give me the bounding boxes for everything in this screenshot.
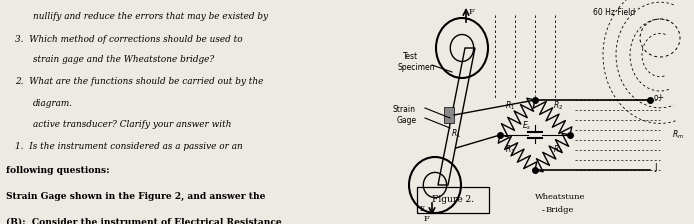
Text: nullify and reduce the errors that may be existed by: nullify and reduce the errors that may b… [33,12,269,21]
Text: Figure 2.: Figure 2. [432,196,474,205]
Text: $R_2$: $R_2$ [553,99,563,112]
Text: $E_s$: $E_s$ [522,119,532,131]
Text: J: J [654,162,657,172]
Text: 2.  What are the functions should be carried out by the: 2. What are the functions should be carr… [15,77,264,86]
Text: $R_1$: $R_1$ [451,127,462,140]
Text: 3.  Which method of corrections should be used to: 3. Which method of corrections should be… [15,35,243,44]
Text: active transducer? Clarify your answer with: active transducer? Clarify your answer w… [33,120,232,129]
Text: Gage: Gage [397,116,417,125]
Text: 1.  Is the instrument considered as a passive or an: 1. Is the instrument considered as a pas… [15,142,243,151]
Text: F: F [469,8,475,16]
Text: (B):  Consider the instrument of Electrical Resistance: (B): Consider the instrument of Electric… [6,217,281,224]
Text: following questions:: following questions: [6,166,109,175]
Text: Wheatstune: Wheatstune [535,193,585,201]
Text: $R_3$: $R_3$ [505,143,515,155]
Text: o+: o+ [654,93,665,101]
Text: Strain Gage shown in the Figure 2, and answer the: Strain Gage shown in the Figure 2, and a… [6,192,265,200]
Text: Specimen: Specimen [398,63,436,72]
Text: Test: Test [403,52,418,61]
FancyBboxPatch shape [444,107,454,123]
Text: diagram.: diagram. [33,99,74,108]
Text: Bridge: Bridge [545,206,574,214]
Text: $R_m$: $R_m$ [672,129,684,141]
Text: F: F [424,215,430,223]
Text: Strain: Strain [393,105,416,114]
Text: F: F [420,205,425,213]
Text: $R_1$: $R_1$ [505,99,515,112]
Text: 60 Hz Field: 60 Hz Field [593,8,635,17]
Text: $R_4$: $R_4$ [553,143,563,155]
Text: -: - [541,206,545,215]
Text: strain gage and the Wheatstone bridge?: strain gage and the Wheatstone bridge? [33,55,214,64]
